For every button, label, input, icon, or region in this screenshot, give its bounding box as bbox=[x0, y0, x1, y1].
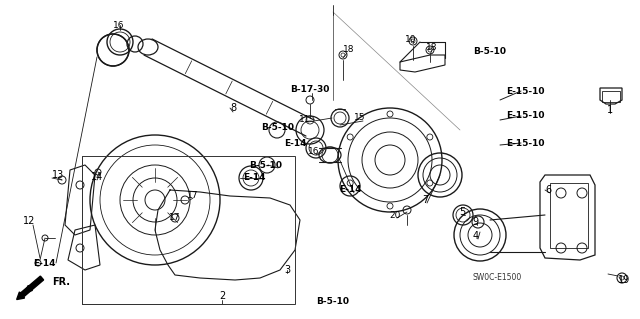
Text: 10: 10 bbox=[405, 35, 417, 44]
Bar bbox=[82, 156, 295, 304]
Text: E-14: E-14 bbox=[33, 258, 55, 268]
Text: E-14: E-14 bbox=[339, 186, 361, 195]
Text: E-14: E-14 bbox=[243, 174, 265, 182]
Text: 16: 16 bbox=[113, 20, 125, 29]
Text: 16: 16 bbox=[308, 147, 320, 157]
Text: 12: 12 bbox=[23, 216, 35, 226]
Text: 13: 13 bbox=[52, 170, 64, 180]
Text: 6: 6 bbox=[545, 185, 551, 195]
Text: B-5-10: B-5-10 bbox=[250, 160, 282, 169]
Text: E-15-10: E-15-10 bbox=[506, 86, 544, 95]
Text: 15: 15 bbox=[355, 114, 365, 122]
Text: FR.: FR. bbox=[52, 277, 70, 287]
Bar bbox=[550, 183, 588, 248]
Text: 2: 2 bbox=[219, 291, 225, 301]
Text: E-14: E-14 bbox=[284, 138, 307, 147]
Text: 3: 3 bbox=[284, 265, 290, 275]
Text: 14: 14 bbox=[91, 172, 103, 182]
Text: E-15-10: E-15-10 bbox=[506, 112, 544, 121]
Text: 5: 5 bbox=[459, 207, 465, 217]
Text: B-5-10: B-5-10 bbox=[262, 123, 294, 132]
Text: 17: 17 bbox=[169, 213, 180, 222]
Text: 20: 20 bbox=[389, 211, 401, 219]
FancyArrow shape bbox=[17, 276, 44, 300]
Text: 9: 9 bbox=[472, 217, 478, 227]
Text: E-15-10: E-15-10 bbox=[506, 138, 544, 147]
Text: B-17-30: B-17-30 bbox=[291, 85, 330, 94]
Text: 7: 7 bbox=[422, 195, 428, 205]
Text: 19: 19 bbox=[618, 275, 630, 285]
Text: 17: 17 bbox=[188, 190, 199, 199]
Text: 8: 8 bbox=[230, 103, 236, 113]
Text: 18: 18 bbox=[343, 46, 355, 55]
Text: 11: 11 bbox=[300, 115, 311, 123]
Text: 18: 18 bbox=[426, 42, 438, 51]
Text: SW0C-E1500: SW0C-E1500 bbox=[472, 273, 522, 283]
Text: 4: 4 bbox=[473, 231, 479, 241]
Text: 1: 1 bbox=[607, 105, 613, 115]
Text: B-5-10: B-5-10 bbox=[317, 298, 349, 307]
Text: B-5-10: B-5-10 bbox=[474, 47, 506, 56]
Bar bbox=[602, 91, 620, 102]
